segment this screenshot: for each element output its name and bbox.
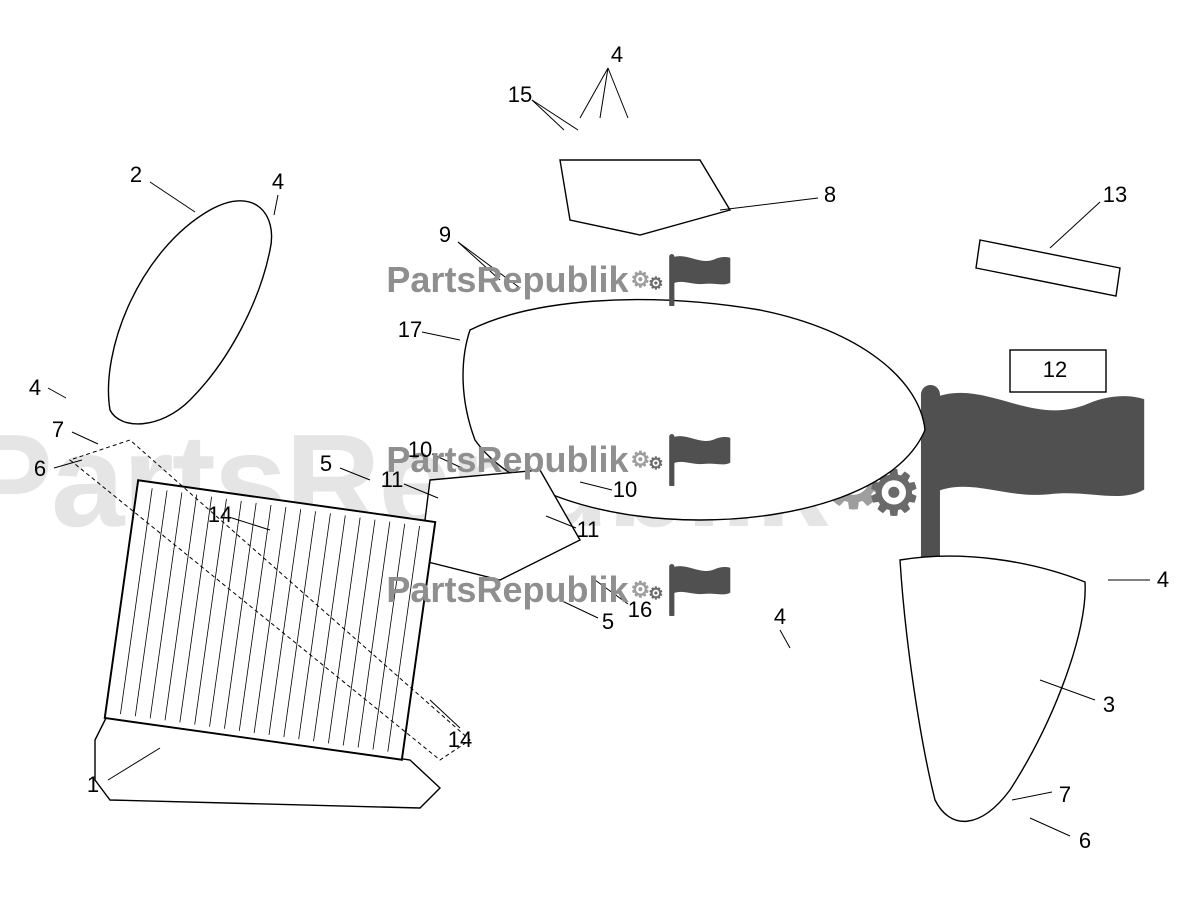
callout-15: 15 xyxy=(508,82,532,108)
watermark-small: PartsRepublik⚙⚙ xyxy=(386,564,733,616)
callout-4c: 4 xyxy=(774,604,786,630)
leader-line xyxy=(1050,202,1100,248)
leader-line xyxy=(780,630,790,648)
callout-3: 3 xyxy=(1103,692,1115,718)
watermark-small-text: PartsRepublik xyxy=(386,259,628,301)
callout-2: 2 xyxy=(130,162,142,188)
right-fairing xyxy=(900,556,1085,821)
tank-cover xyxy=(463,300,925,520)
callout-14a: 14 xyxy=(208,502,232,528)
leader-line xyxy=(430,700,460,728)
left-fairing xyxy=(108,201,271,424)
callout-11b: 11 xyxy=(577,517,600,543)
callout-10b: 10 xyxy=(613,477,637,503)
leader-line xyxy=(532,100,578,130)
leader-line xyxy=(340,468,370,480)
leader-line xyxy=(580,68,608,118)
leader-line xyxy=(232,518,270,530)
radiator-fins xyxy=(120,488,419,751)
gear-icon: ⚙ xyxy=(630,449,650,471)
leader-line xyxy=(108,748,160,780)
watermark-small-text: PartsRepublik xyxy=(386,569,628,611)
leader-line xyxy=(274,195,278,215)
callout-6b: 6 xyxy=(1079,828,1091,854)
callout-4e: 4 xyxy=(29,375,41,401)
leader-line xyxy=(1040,680,1095,700)
callout-7a: 7 xyxy=(52,417,64,443)
callout-5b: 5 xyxy=(602,609,614,635)
leader-line xyxy=(532,100,564,130)
leader-line xyxy=(595,580,628,604)
leader-line xyxy=(560,600,598,618)
gear-icon: ⚙ xyxy=(648,275,663,292)
callout-6a: 6 xyxy=(34,456,46,482)
callout-16: 16 xyxy=(628,597,652,623)
callout-7b: 7 xyxy=(1059,782,1071,808)
leader-line xyxy=(404,484,438,498)
callout-11a: 11 xyxy=(381,467,404,493)
watermark-large-text: PartsRepublik xyxy=(0,405,827,556)
callout-4a: 4 xyxy=(272,169,284,195)
watermark-small: PartsRepublik⚙⚙ xyxy=(386,434,733,486)
callout-4d: 4 xyxy=(1157,567,1169,593)
callout-5a: 5 xyxy=(320,451,332,477)
watermark-large: PartsRepublik ⚙ ⚙ xyxy=(0,385,1155,575)
diagram-stage: PartsRepublik ⚙ ⚙ PartsRepublik⚙⚙PartsRe… xyxy=(0,0,1204,903)
top-bracket xyxy=(560,160,730,235)
leader-line xyxy=(72,432,98,444)
leader-line xyxy=(458,242,500,280)
leader-line xyxy=(1012,792,1052,800)
leader-line xyxy=(600,68,608,118)
gear-icon: ⚙ xyxy=(648,455,663,472)
leader-line xyxy=(54,460,82,468)
gear-icon: ⚙ xyxy=(866,463,919,524)
callout-1: 1 xyxy=(87,772,99,798)
callout-14b: 14 xyxy=(448,727,472,753)
flag-icon xyxy=(668,254,734,306)
callout-8: 8 xyxy=(824,182,836,208)
leader-line xyxy=(546,516,576,528)
leader-line xyxy=(150,182,195,212)
install-outline-dashed xyxy=(70,440,470,760)
leader-line xyxy=(432,454,462,468)
lower-scoop xyxy=(95,710,440,808)
watermark-small: PartsRepublik⚙⚙ xyxy=(386,254,733,306)
callout-4b: 4 xyxy=(611,42,623,68)
parts-diagram-svg xyxy=(0,0,1204,903)
leader-line xyxy=(720,198,818,210)
leader-line xyxy=(48,388,66,398)
leader-line xyxy=(580,482,612,490)
callout-9: 9 xyxy=(439,222,451,248)
flag-icon xyxy=(668,434,734,486)
leader-line xyxy=(422,332,460,340)
flag-icon xyxy=(915,385,1155,575)
callout-17: 17 xyxy=(398,317,422,343)
callout-10a: 10 xyxy=(408,437,432,463)
gear-icon: ⚙ xyxy=(630,269,650,291)
gear-icon: ⚙ xyxy=(819,441,887,519)
callout-12: 12 xyxy=(1043,357,1067,383)
callout-13: 13 xyxy=(1103,182,1127,208)
leader-line xyxy=(458,242,520,288)
leader-line xyxy=(608,68,628,118)
leader-line xyxy=(1030,818,1070,836)
inner-bracket xyxy=(420,470,580,580)
flag-icon xyxy=(668,564,734,616)
radiator-body xyxy=(105,480,435,759)
strip-13 xyxy=(976,240,1120,296)
